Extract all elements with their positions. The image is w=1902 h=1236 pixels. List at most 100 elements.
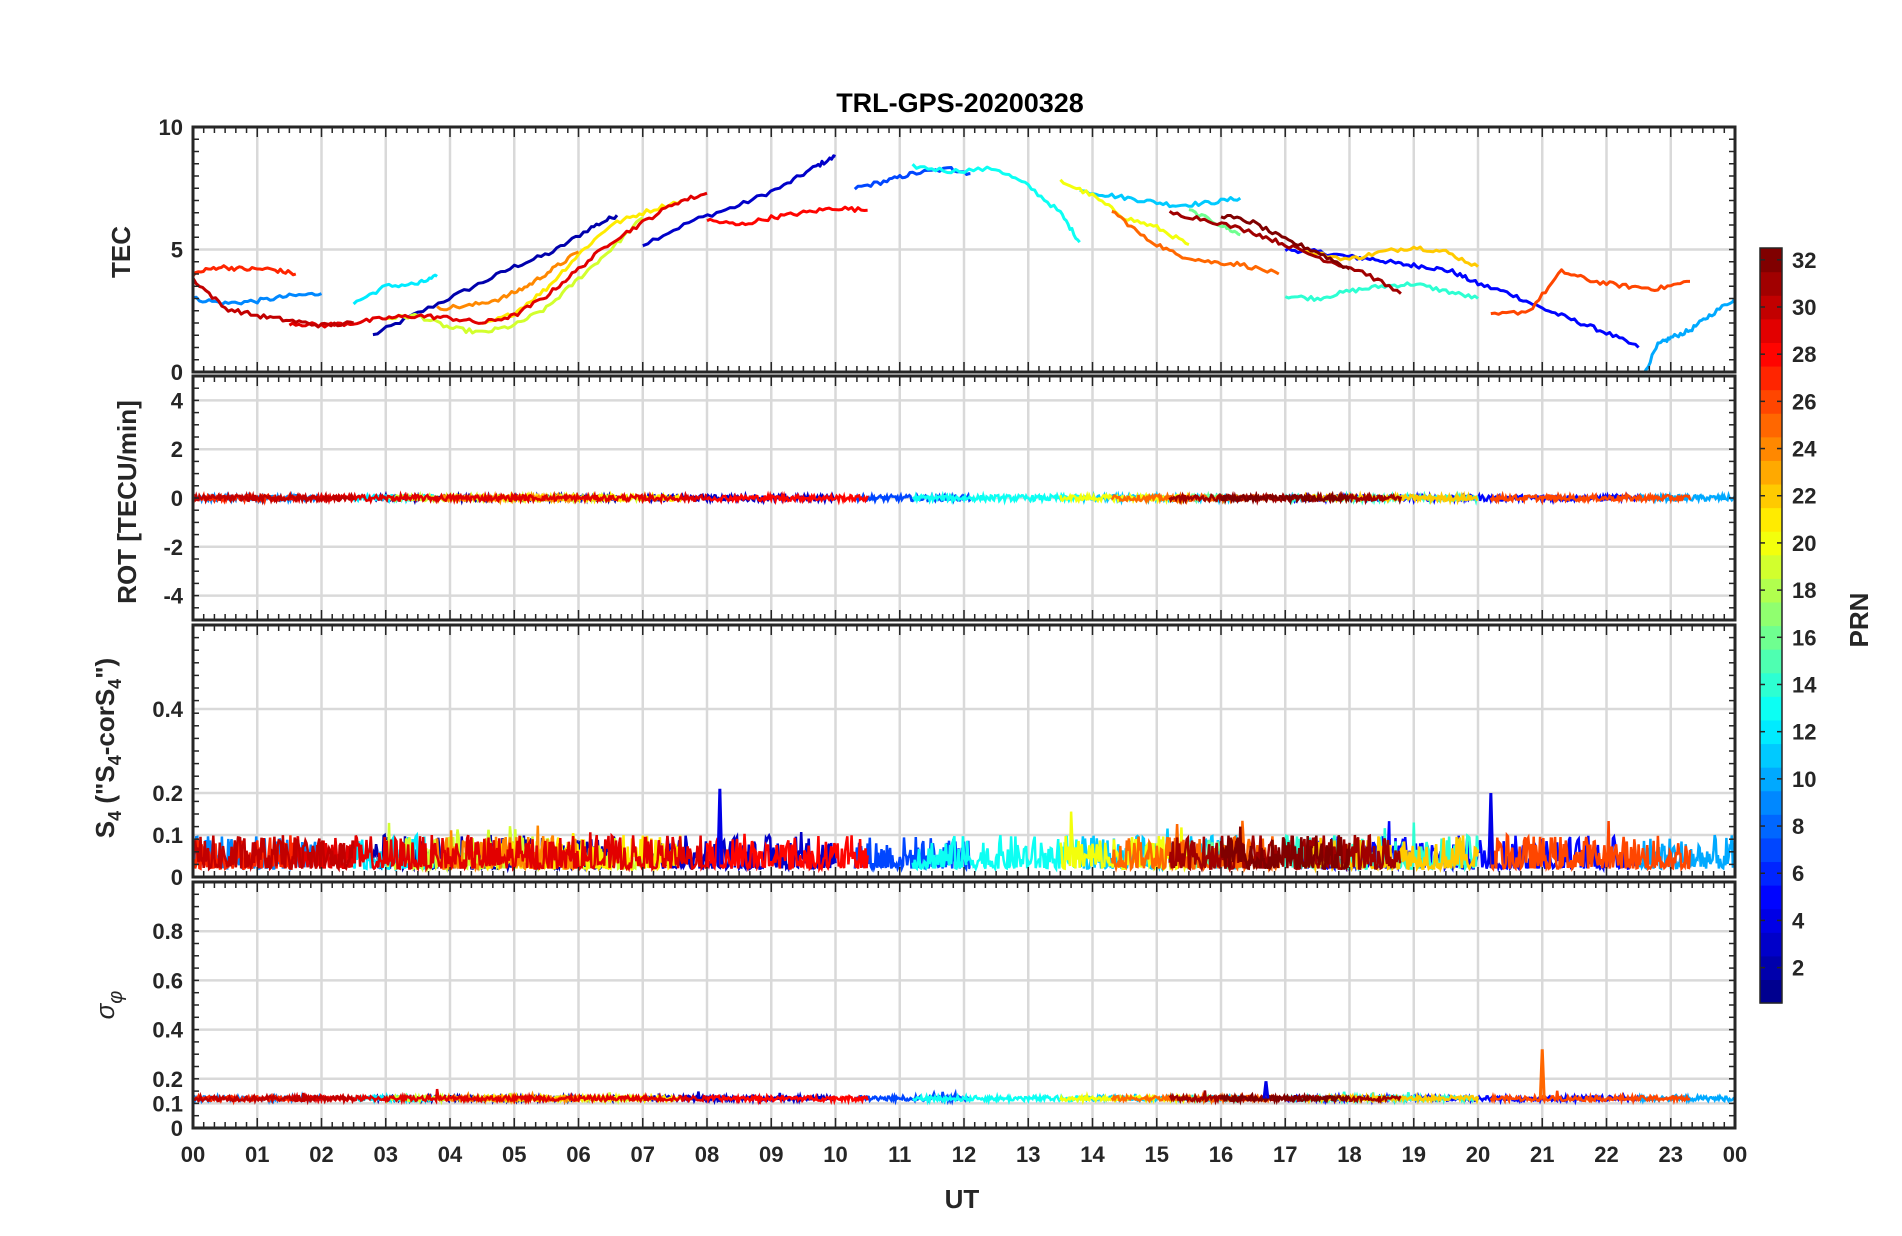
tec-series-prn-24 xyxy=(436,250,580,312)
tec-axis-label: TEC xyxy=(106,226,136,278)
x-tick-label: 16 xyxy=(1209,1142,1233,1167)
colorbar-tick-label: 22 xyxy=(1792,484,1816,509)
colorbar-segment xyxy=(1760,295,1782,320)
x-tick-label: 10 xyxy=(823,1142,847,1167)
x-tick-label: 14 xyxy=(1080,1142,1105,1167)
peak-mark xyxy=(1487,792,1495,865)
s4-label-end: ") xyxy=(90,658,120,679)
s4-label-sub2: 4 xyxy=(105,755,125,765)
colorbar-tick-label: 6 xyxy=(1792,861,1804,886)
colorbar-segment xyxy=(1760,861,1782,886)
x-tick-labels: 00 01 02 03 04 05 06 07 08 09 10 11 12 13 14 15 16 17 18 19… xyxy=(181,1142,1747,1167)
y-tick-label: 0 xyxy=(171,865,183,890)
series-prn-32 xyxy=(1219,490,1351,506)
colorbar-tick-label: 24 xyxy=(1792,437,1817,462)
tec-series-prn-28 xyxy=(706,205,868,227)
x-axis-label: UT xyxy=(945,1184,980,1214)
y-tick-label: 0 xyxy=(171,360,183,385)
colorbar-segment xyxy=(1760,531,1782,556)
x-tick-label: 18 xyxy=(1337,1142,1361,1167)
series-prn-26 xyxy=(1489,1090,1691,1106)
colorbar-segment xyxy=(1760,672,1782,697)
s4-label-sub3: 4 xyxy=(105,679,125,689)
panel-data xyxy=(193,1049,1735,1106)
colorbar-segment xyxy=(1760,885,1782,910)
tec-series-prn-22 xyxy=(1304,245,1479,268)
series-prn-20 xyxy=(1059,811,1191,873)
tec-series-prn-10 xyxy=(1642,297,1735,372)
colorbar-segment xyxy=(1760,979,1782,1004)
colorbar-tick-label: 26 xyxy=(1792,389,1816,414)
series-prn-13 xyxy=(912,1091,1081,1106)
sigma-label-sub: φ xyxy=(105,991,127,1004)
colorbar-segment xyxy=(1760,767,1782,792)
x-tick-label: 20 xyxy=(1466,1142,1490,1167)
colorbar-segment xyxy=(1760,365,1782,391)
colorbar-tick-label: 28 xyxy=(1792,342,1816,367)
panel-2: -4 -2 0 2 4 xyxy=(163,374,1737,622)
tec-series-prn-12 xyxy=(352,273,438,306)
colorbar-tick-label: 4 xyxy=(1792,908,1805,933)
colorbar-segment xyxy=(1760,908,1782,933)
colorbar-frame xyxy=(1759,247,1783,1004)
series-prn-28 xyxy=(705,490,869,506)
panel-data xyxy=(193,788,1735,874)
y-tick-label: 0.6 xyxy=(152,968,183,993)
series-prn-30 xyxy=(193,1091,355,1106)
x-tick-label: 17 xyxy=(1273,1142,1297,1167)
series-prn-32 xyxy=(1219,826,1351,873)
x-tick-label: 02 xyxy=(309,1142,333,1167)
tec-series-prn-2 xyxy=(372,214,619,337)
tec-series-prn-14 xyxy=(1284,281,1479,302)
panel-1: 0 5 10 xyxy=(159,115,1737,385)
x-tick-label: 03 xyxy=(374,1142,398,1167)
colorbar-segment xyxy=(1760,460,1782,485)
colorbar-segment xyxy=(1760,436,1782,461)
y-tick-label: 0.8 xyxy=(152,919,183,944)
x-tick-label: 00 xyxy=(1723,1142,1747,1167)
colorbar-segment xyxy=(1760,554,1782,579)
colorbar-label: PRN xyxy=(1844,593,1874,648)
x-tick-label: 12 xyxy=(952,1142,976,1167)
peak-mark xyxy=(716,788,724,865)
series-prn-28 xyxy=(705,833,869,874)
x-tick-label: 00 xyxy=(181,1142,205,1167)
x-tick-label: 11 xyxy=(888,1142,911,1167)
y-tick-label: 0.4 xyxy=(152,697,183,722)
panel-3: 0 0.1 0.2 0.4 xyxy=(152,623,1737,890)
y-tick-label: 0.2 xyxy=(152,781,183,806)
x-tick-label: 21 xyxy=(1530,1142,1554,1167)
sigma-label-main: σ xyxy=(90,1002,120,1019)
x-tick-label: 15 xyxy=(1145,1142,1169,1167)
x-tick-label: 13 xyxy=(1016,1142,1040,1167)
colorbar-segment xyxy=(1760,649,1782,674)
x-tick-label: 06 xyxy=(566,1142,590,1167)
y-tick-label: 0 xyxy=(171,1116,183,1141)
colorbar-segment xyxy=(1760,413,1782,438)
panel-data xyxy=(193,490,1735,506)
tec-series-prn-19 xyxy=(385,216,644,335)
y-tick-label: 0.4 xyxy=(152,1018,183,1043)
series-prn-27 xyxy=(193,835,298,871)
colorbar-segment xyxy=(1760,743,1782,768)
s4-label-mid: ("S xyxy=(90,765,120,811)
tec-series-prn-30 xyxy=(193,277,355,329)
s4-label-sub1: 4 xyxy=(105,811,125,821)
x-tick-label: 01 xyxy=(245,1142,269,1167)
y-tick-label: 2 xyxy=(171,437,183,462)
series-prn-13 xyxy=(911,835,1081,873)
colorbar-segment xyxy=(1760,696,1782,721)
y-tick-label: -4 xyxy=(163,584,183,609)
colorbar-segment xyxy=(1760,814,1782,839)
colorbar-segment xyxy=(1760,790,1782,815)
tec-series-prn-16 xyxy=(1188,208,1241,237)
colorbar-tick-label: 18 xyxy=(1792,578,1816,603)
colorbar-segment xyxy=(1760,601,1782,627)
y-tick-label: 0.2 xyxy=(152,1067,183,1092)
x-tick-label: 08 xyxy=(695,1142,719,1167)
series-prn-26 xyxy=(1489,490,1692,506)
tec-series-prn-11 xyxy=(1079,188,1242,209)
colorbar-tick-label: 32 xyxy=(1792,248,1816,273)
colorbar-tick-label: 30 xyxy=(1792,295,1816,320)
